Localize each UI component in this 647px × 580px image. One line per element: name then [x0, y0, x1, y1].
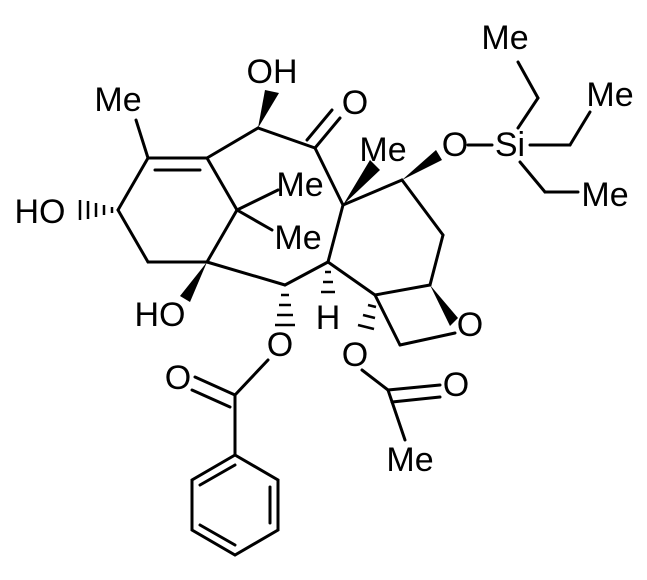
atom-label: O	[342, 336, 368, 374]
atom-label: Me	[276, 166, 323, 204]
atom-label: O	[457, 306, 483, 344]
atom-labels: Me Me Me Si O OH O Me Me Me Me HO HO O H…	[15, 19, 634, 479]
atom-label: HO	[15, 193, 66, 231]
atom-label: Si	[495, 126, 525, 164]
bonds	[116, 60, 592, 557]
atom-label: O	[165, 359, 191, 397]
atom-label: Me	[94, 81, 141, 119]
atom-label: OH	[247, 53, 298, 91]
atom-label: O	[267, 326, 293, 364]
atom-label: Me	[481, 19, 528, 57]
atom-label: Me	[581, 176, 628, 214]
atom-label: O	[443, 366, 469, 404]
atom-label: Me	[586, 76, 633, 114]
atom-label: Me	[359, 131, 406, 169]
atom-label: H	[316, 299, 341, 337]
atom-label: Me	[386, 441, 433, 479]
atom-label: Me	[274, 219, 321, 257]
atom-label: O	[342, 84, 368, 122]
atom-label: O	[442, 126, 468, 164]
wedges	[78, 90, 458, 331]
atom-label: HO	[135, 296, 186, 334]
